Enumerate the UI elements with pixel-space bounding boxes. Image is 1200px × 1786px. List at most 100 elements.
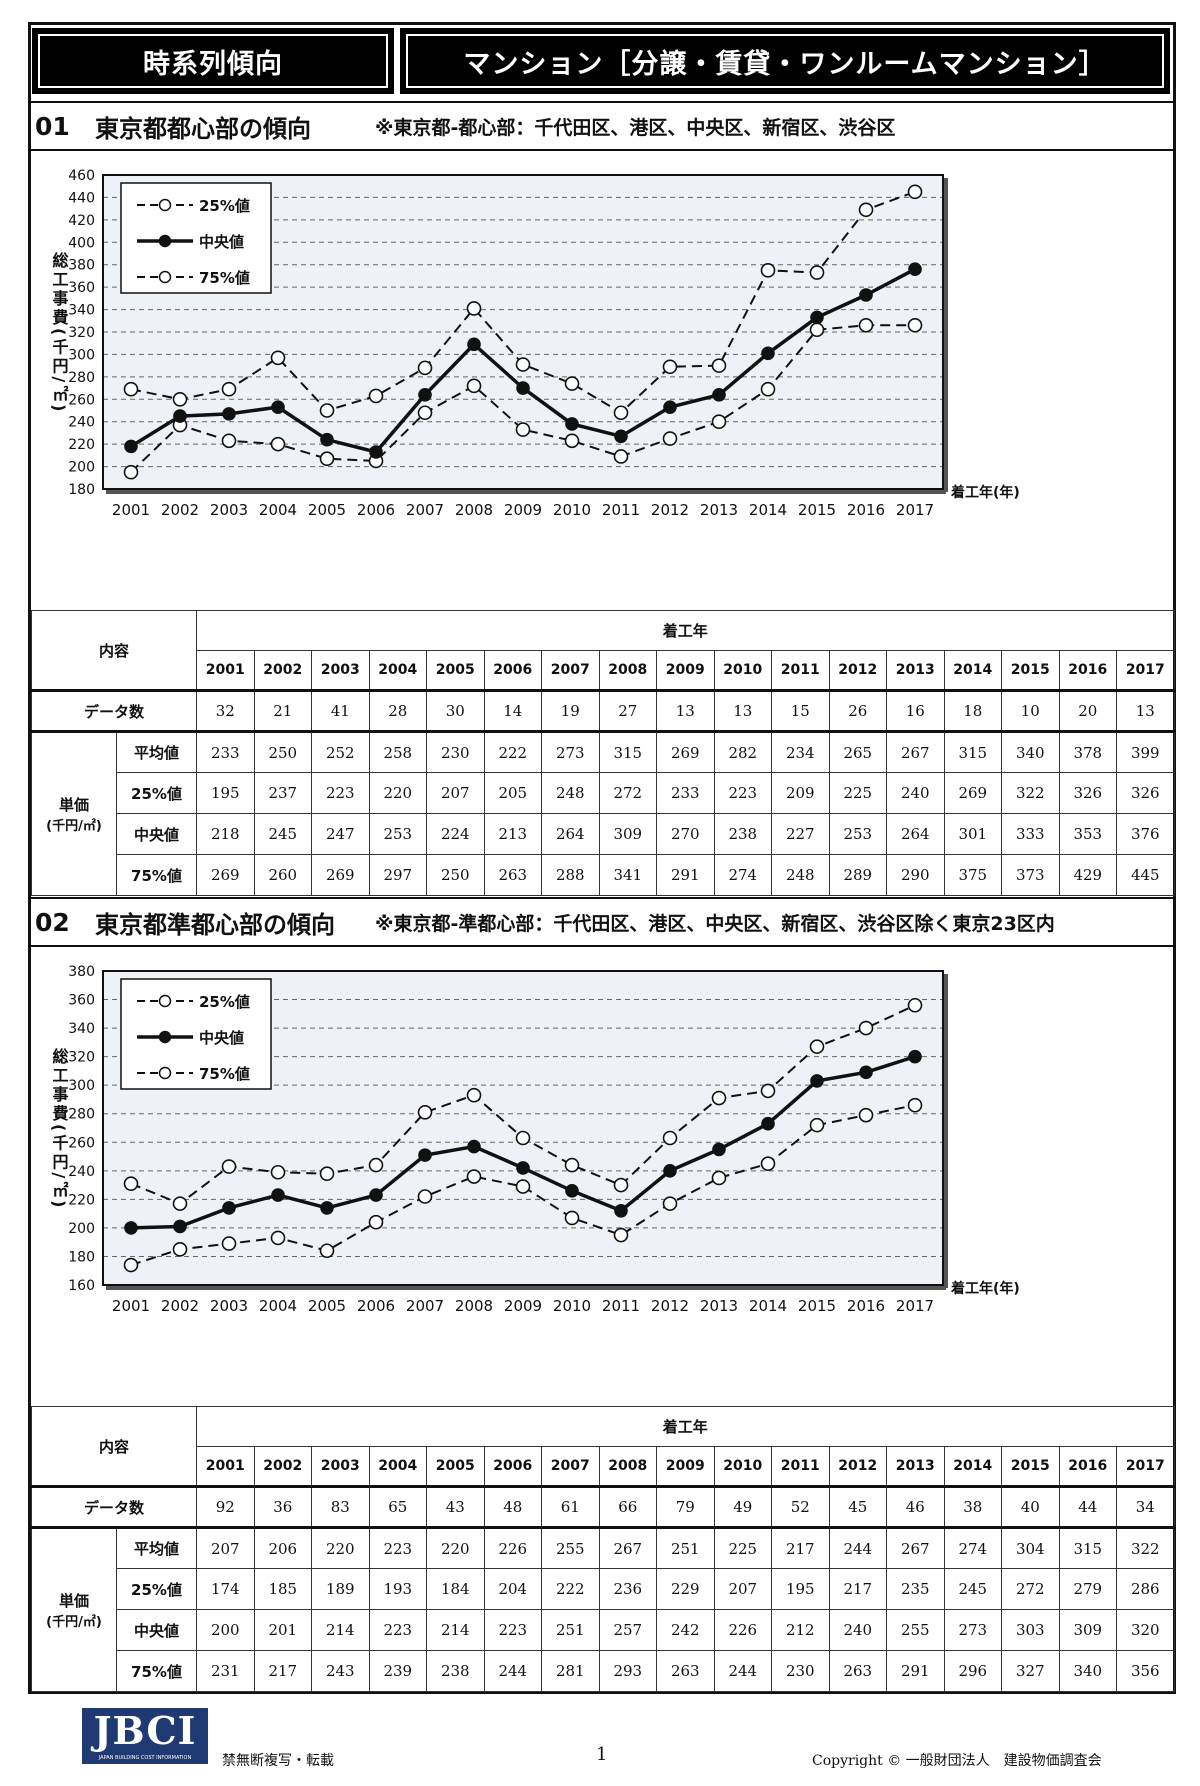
table-cell: 13	[713, 689, 773, 733]
data-point	[858, 1107, 874, 1123]
table-row-label: 平均値	[115, 1527, 198, 1569]
table-year-header: 2011	[771, 650, 830, 692]
table-cell: 16	[886, 689, 945, 733]
data-point	[662, 1196, 678, 1211]
data-point	[466, 378, 482, 394]
data-point	[712, 1142, 726, 1157]
table-cell: 445	[1116, 854, 1175, 896]
x-tick-label: 2015	[798, 1297, 836, 1315]
table-cell: 236	[598, 1568, 658, 1610]
header-left-box: 時系列傾向	[32, 28, 394, 94]
y-tick-label: 200	[68, 1221, 95, 1237]
section-note: ※東京都‐準都心部：千代田区、港区、中央区、新宿区、渋谷区除く東京23区内	[375, 912, 1055, 935]
x-tick-label: 2014	[749, 1297, 787, 1315]
table-cell: 21	[253, 689, 313, 733]
x-axis-label: 着工年(年)	[950, 1280, 1020, 1297]
chart-01: 180 200 220 240 260 280 300 320 340 360 380 400 420 4…	[31, 153, 1173, 609]
table-cell: 315	[1058, 1527, 1118, 1569]
data-point	[320, 1201, 334, 1215]
table-cell: 201	[253, 1609, 313, 1651]
x-tick-label: 2011	[602, 501, 640, 519]
legend-marker	[158, 1066, 172, 1080]
table-year-header: 2017	[1116, 650, 1175, 692]
table-cell: 223	[483, 1609, 543, 1651]
page-number: 1	[596, 1744, 608, 1765]
y-tick-label: 220	[68, 437, 95, 453]
data-point	[123, 464, 139, 480]
table-cell: 322	[1001, 772, 1060, 814]
table-cell: 293	[598, 1650, 658, 1692]
legend-label: 25%値	[199, 197, 250, 215]
section-number: 01	[35, 111, 70, 141]
x-tick-label: 2011	[602, 1297, 640, 1315]
table-cell: 207	[426, 772, 485, 814]
table-cell: 290	[886, 854, 945, 896]
x-tick-label: 2013	[700, 501, 738, 519]
table-cell: 223	[368, 1609, 428, 1651]
data-point	[613, 1227, 629, 1243]
table-row-label: 平均値	[115, 731, 198, 773]
table-cell: 240	[886, 772, 945, 814]
x-tick-label: 2007	[406, 1297, 444, 1315]
table-cell: 18	[943, 689, 1003, 733]
data-point	[760, 263, 776, 278]
y-tick-label: 320	[68, 325, 95, 341]
table-cell: 220	[311, 1527, 370, 1569]
y-tick-label: 260	[68, 1135, 95, 1151]
x-tick-label: 2005	[308, 1297, 346, 1315]
x-tick-label: 2002	[161, 501, 199, 519]
jbci-logo: JBCI JAPAN BUILDING COST INFORMATION	[82, 1708, 208, 1764]
data-point	[418, 1148, 432, 1162]
data-point	[123, 1257, 139, 1273]
header-right-title: マンション［分譲・賃貸・ワンルームマンション］	[406, 34, 1164, 88]
table-cell: 212	[771, 1609, 830, 1651]
table-year-header: 2012	[828, 1446, 888, 1488]
data-point	[712, 388, 726, 402]
table-cell: 248	[771, 854, 830, 896]
data-point	[221, 381, 237, 397]
table-cell: 239	[368, 1650, 428, 1692]
table-cell: 255	[886, 1609, 945, 1651]
section-02-title: 02 東京都準都心部の傾向 ※東京都‐準都心部：千代田区、港区、中央区、新宿区、…	[31, 897, 1173, 947]
data-point	[221, 1159, 237, 1174]
table-cell: 48	[483, 1485, 543, 1529]
data-point	[368, 1157, 384, 1173]
x-axis-label: 着工年(年)	[950, 484, 1020, 501]
table-cell: 36	[253, 1485, 313, 1529]
y-axis-label: 総工事費(千円/㎡)	[50, 1047, 69, 1210]
data-point	[173, 1219, 187, 1234]
data-point	[614, 429, 628, 444]
data-point	[565, 1184, 579, 1198]
table-cell: 226	[483, 1527, 543, 1569]
y-tick-label: 240	[68, 415, 95, 431]
data-point	[124, 439, 138, 454]
y-tick-label: 200	[68, 460, 95, 476]
y-tick-label: 400	[68, 235, 95, 251]
table-cell: 251	[656, 1527, 715, 1569]
data-point	[516, 1161, 530, 1175]
table-year-header: 2005	[426, 650, 485, 692]
y-tick-label: 180	[68, 1249, 95, 1265]
table-cell: 242	[656, 1609, 715, 1651]
data-point	[711, 1090, 727, 1106]
y-tick-label: 220	[68, 1192, 95, 1208]
data-point	[761, 346, 775, 361]
table-row: 25%値 174 185 189 193 184 204 222 236 229 207 195 217…	[32, 1568, 1175, 1610]
data-point	[368, 388, 384, 404]
x-tick-label: 2007	[406, 501, 444, 519]
table-cell: 27	[598, 689, 658, 733]
table-cell: 230	[426, 731, 485, 773]
data-point	[809, 1039, 825, 1054]
table-year-header: 2004	[368, 1446, 428, 1488]
table-year-header: 2017	[1116, 1446, 1175, 1488]
section-note: ※東京都‐都心部：千代田区、港区、中央区、新宿区、渋谷区	[375, 116, 896, 139]
table-cell: 297	[368, 854, 428, 896]
y-tick-label: 340	[68, 303, 95, 319]
table-cell: 250	[426, 854, 485, 896]
x-tick-label: 2008	[455, 1297, 493, 1315]
table-cell: 315	[943, 731, 1003, 773]
table-year-header: 2003	[311, 1446, 370, 1488]
y-tick-label: 280	[68, 1107, 95, 1123]
table-cell: 429	[1058, 854, 1118, 896]
x-tick-label: 2015	[798, 501, 836, 519]
